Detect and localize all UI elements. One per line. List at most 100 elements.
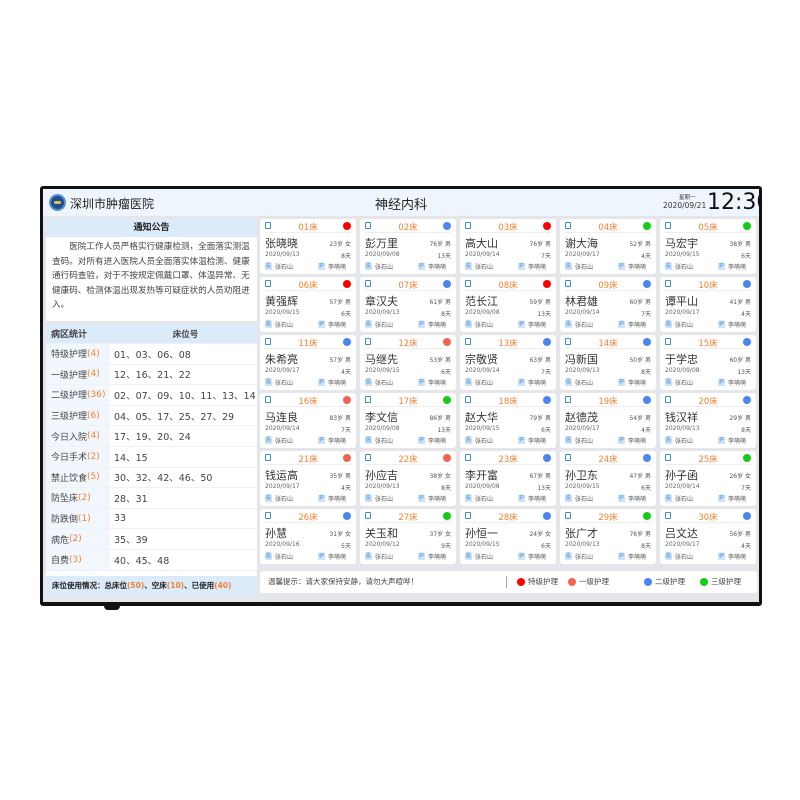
admission-date: 2020/09/08: [465, 483, 500, 490]
category-count: (36): [87, 389, 106, 400]
doctor-name: 张石山: [375, 264, 394, 271]
bed-card[interactable]: 11床 朱希亮 57岁 男 2020/09/17 4天医张石山 护李萌萌: [260, 335, 356, 390]
bed-card[interactable]: 13床 宗敬贤 63岁 男 2020/09/14 7天医张石山 护李萌萌: [460, 335, 556, 390]
patient-age-sex: 35岁 男: [329, 473, 351, 480]
nursing-level-dot: [643, 222, 651, 230]
admission-date: 2020/09/17: [565, 425, 600, 432]
bed-card[interactable]: 05床 马宏宇 38岁 男 2020/09/15 6天医张石山 护李萌萌: [660, 219, 756, 274]
bed-card[interactable]: 27床 关玉和 37岁 女 2020/09/12 9天医张石山 护李萌萌: [360, 509, 456, 564]
nurse-name: 李萌萌: [528, 380, 547, 387]
nurse-name: 李萌萌: [328, 554, 347, 561]
bed-card[interactable]: 09床 林君雄 60岁 男 2020/09/14 7天医张石山 护李萌萌: [560, 277, 656, 332]
bed-card[interactable]: 10床 谭平山 41岁 男 2020/09/17 4天医张石山 护李萌萌: [660, 277, 756, 332]
nurse-tag-icon: 护: [518, 379, 525, 386]
nurse: 护李萌萌: [718, 262, 746, 271]
admission-date: 2020/09/15: [265, 309, 300, 316]
patient-name: 马连良: [265, 411, 298, 424]
bed-card[interactable]: 28床 孙恒一 24岁 女 2020/09/15 6天医张石山 护李萌萌: [460, 509, 556, 564]
bed-card[interactable]: 29床 张广才 76岁 男 2020/09/13 8天医张石山 护李萌萌: [560, 509, 656, 564]
stats-header: 病区统计 床位号: [46, 324, 257, 344]
nursing-level-dot: [443, 222, 451, 230]
nurse: 护李萌萌: [418, 436, 446, 445]
notice-title: 通知公告: [46, 219, 257, 237]
usage-label: 床位使用情况：: [52, 581, 105, 590]
doctor-tag-icon: 医: [265, 263, 272, 270]
bed-icon: [465, 454, 471, 461]
bed-card[interactable]: 02床 彭万里 76岁 男 2020/09/08 13天医张石山 护李萌萌: [360, 219, 456, 274]
patient-age-sex: 54岁 男: [629, 415, 651, 422]
nurse: 护李萌萌: [718, 494, 746, 503]
bed-card[interactable]: 20床 钱汉祥 29岁 男 2020/09/13 8天医张石山 护李萌萌: [660, 393, 756, 448]
bed-card[interactable]: 16床 马连良 83岁 男 2020/09/14 7天医张石山 护李萌萌: [260, 393, 356, 448]
nurse-name: 李萌萌: [528, 264, 547, 271]
legend-dot-icon: [517, 577, 525, 586]
stay-days: 13天: [537, 311, 551, 318]
bed-numbers: 04、05、17、25、27、29: [114, 411, 235, 423]
bed-card[interactable]: 04床 谢大海 52岁 男 2020/09/17 4天医张石山 护李萌萌: [560, 219, 656, 274]
doctor-tag-icon: 医: [665, 437, 672, 444]
nurse-tag-icon: 护: [318, 263, 325, 270]
admission-date: 2020/09/13: [365, 483, 400, 490]
nurse: 护李萌萌: [618, 436, 646, 445]
nurse: 护李萌萌: [718, 436, 746, 445]
nurse-tag-icon: 护: [618, 553, 625, 560]
bed-number: 08床: [498, 281, 518, 291]
divider: [365, 464, 451, 465]
bed-card[interactable]: 21床 钱运高 35岁 男 2020/09/17 4天医张石山 护李萌萌: [260, 451, 356, 506]
category-count: (2): [78, 492, 91, 503]
bed-card[interactable]: 14床 冯新国 50岁 男 2020/09/13 8天医张石山 护李萌萌: [560, 335, 656, 390]
bed-card[interactable]: 18床 赵大华 79岁 男 2020/09/15 6天医张石山 护李萌萌: [460, 393, 556, 448]
bed-card[interactable]: 08床 范长江 59岁 男 2020/09/08 13天医张石山 护李萌萌: [460, 277, 556, 332]
nurse-name: 李萌萌: [628, 496, 647, 503]
nurse-tag-icon: 护: [718, 437, 725, 444]
doctor-name: 张石山: [575, 322, 594, 329]
bed-card[interactable]: 15床 于学忠 60岁 男 2020/09/08 13天医张石山 护李萌萌: [660, 335, 756, 390]
divider: [365, 522, 451, 523]
bed-card[interactable]: 26床 孙慧 31岁 女 2020/09/16 5天医张石山 护李萌萌: [260, 509, 356, 564]
nurse: 护李萌萌: [318, 494, 346, 503]
separator: 、: [184, 581, 192, 590]
doctor: 医张石山: [565, 436, 593, 445]
bed-card[interactable]: 06床 黄强辉 57岁 男 2020/09/15 6天医张石山 护李萌萌: [260, 277, 356, 332]
doctor-name: 张石山: [375, 554, 394, 561]
divider: [565, 290, 651, 291]
patient-name: 林君雄: [565, 295, 598, 308]
stats-category: 一级护理 (4): [46, 364, 110, 385]
doctor: 医张石山: [265, 262, 293, 271]
legend-item: 特级护理: [517, 576, 558, 587]
nurse: 护李萌萌: [318, 320, 346, 329]
patient-name: 章汉夫: [365, 295, 398, 308]
nurse-tag-icon: 护: [418, 495, 425, 502]
nurse-name: 李萌萌: [528, 554, 547, 561]
bed-number: 14床: [598, 339, 618, 349]
bed-numbers: 14、15: [114, 452, 148, 464]
bed-number: 24床: [598, 455, 618, 465]
doctor-name: 张石山: [675, 438, 694, 445]
nurse-name: 李萌萌: [728, 380, 747, 387]
admission-date: 2020/09/08: [365, 425, 400, 432]
legend-dot-icon: [644, 577, 652, 586]
bed-card[interactable]: 17床 李文信 86岁 男 2020/09/08 13天医张石山 护李萌萌: [360, 393, 456, 448]
bed-card[interactable]: 12床 马继先 53岁 男 2020/09/15 6天医张石山 护李萌萌: [360, 335, 456, 390]
bed-card[interactable]: 30床 吕文达 56岁 男 2020/09/17 4天医张石山 护李萌萌: [660, 509, 756, 564]
stay-days: 6天: [341, 311, 351, 318]
admission-date: 2020/09/13: [665, 425, 700, 432]
bed-card[interactable]: 19床 赵德茂 54岁 男 2020/09/17 4天医张石山 护李萌萌: [560, 393, 656, 448]
bed-card[interactable]: 22床 孙应吉 38岁 女 2020/09/13 8天医张石山 护李萌萌: [360, 451, 456, 506]
stay-days: 5天: [341, 543, 351, 550]
bed-card[interactable]: 23床 李开富 67岁 男 2020/09/08 13天医张石山 护李萌萌: [460, 451, 556, 506]
nurse-tag-icon: 护: [718, 321, 725, 328]
stats-header-category: 病区统计: [46, 324, 110, 343]
stay-days: 4天: [741, 311, 751, 318]
legend-label: 一级护理: [579, 577, 609, 586]
stats-category: 二级护理 (36): [46, 385, 110, 405]
patient-name: 李文信: [365, 411, 398, 424]
nursing-level-dot: [543, 396, 551, 404]
bed-card[interactable]: 07床 章汉夫 61岁 男 2020/09/13 8天医张石山 护李萌萌: [360, 277, 456, 332]
bed-number: 03床: [498, 223, 518, 233]
nurse: 护李萌萌: [518, 378, 546, 387]
bed-card[interactable]: 01床 张晓晓 23岁 女 2020/09/13 8天医张石山 护李萌萌: [260, 219, 356, 274]
bed-card[interactable]: 24床 孙卫东 47岁 男 2020/09/15 6天医张石山 护李萌萌: [560, 451, 656, 506]
bed-card[interactable]: 03床 高大山 76岁 男 2020/09/14 7天医张石山 护李萌萌: [460, 219, 556, 274]
bed-card[interactable]: 25床 孙子函 26岁 女 2020/09/14 7天医张石山 护李萌萌: [660, 451, 756, 506]
